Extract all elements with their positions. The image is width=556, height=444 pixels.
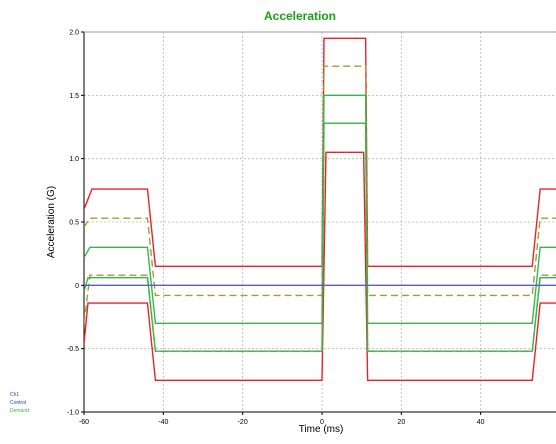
y-tick-label: 0 — [75, 283, 79, 290]
y-tick-label: 1.5 — [69, 93, 79, 100]
x-tick-label: -40 — [158, 419, 168, 426]
series-alarm-upper — [84, 65, 556, 297]
legend-item: Demand — [10, 408, 29, 414]
series-group — [84, 37, 556, 382]
legend-item: Ch1 — [10, 392, 20, 398]
series-demand-upper — [84, 94, 556, 325]
x-tick-label: -60 — [79, 419, 89, 426]
legend-item: Control — [10, 400, 27, 406]
series-abort-lower — [84, 151, 556, 382]
series-demand-lower — [84, 122, 556, 352]
y-axis-label: Acceleration (G) — [46, 186, 57, 258]
y-tick-label: -0.5 — [67, 346, 79, 353]
x-tick-label: 0 — [320, 419, 324, 426]
y-tick-label: -1.0 — [67, 410, 79, 417]
y-tick-label: 1.0 — [69, 156, 79, 163]
x-tick-label: 40 — [477, 419, 485, 426]
y-tick-label: 2.0 — [69, 30, 79, 37]
x-axis-label: Time (ms) — [299, 424, 344, 435]
x-tick-label: -20 — [238, 419, 248, 426]
legend: Ch1 Control Demand — [10, 391, 29, 415]
chart-title: Acceleration — [264, 9, 336, 23]
x-tick-label: 20 — [397, 419, 405, 426]
series-abort-upper — [84, 37, 556, 268]
y-tick-label: 0.5 — [69, 220, 79, 227]
grid — [83, 31, 556, 413]
